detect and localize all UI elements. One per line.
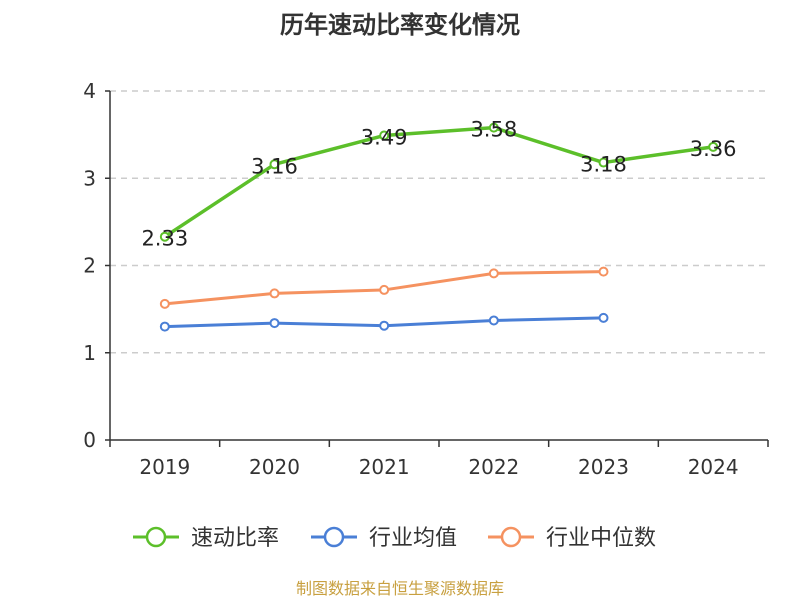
x-tick-label: 2021: [359, 455, 410, 479]
x-axis-ticks: 2019 2020 2021 2022 2023 2024: [139, 455, 738, 479]
x-tick-label: 2024: [688, 455, 739, 479]
data-labels: 2.33 3.16 3.49 3.58 3.18 3.36: [141, 118, 736, 251]
legend-swatch-marker: [500, 526, 522, 548]
x-tick-label: 2019: [139, 455, 190, 479]
axes: [105, 90, 769, 447]
legend-swatch-marker: [145, 526, 167, 548]
y-tick-label: 1: [83, 341, 96, 365]
chart-title: 历年速动比率变化情况: [280, 11, 520, 39]
y-tick-label: 2: [83, 254, 96, 278]
legend-item: 行业中位数: [488, 526, 656, 551]
series-0-point: [708, 141, 719, 152]
series-2-point: [488, 268, 499, 279]
series-1-point: [488, 315, 499, 326]
series-2-point: [269, 288, 280, 299]
series-2-point: [159, 298, 170, 309]
legend: 速动比率 行业均值 行业中位数: [133, 526, 656, 551]
legend-label: 行业中位数: [546, 526, 656, 551]
x-tick-label: 2023: [578, 455, 629, 479]
y-tick-label: 0: [83, 428, 96, 452]
series-0-line: [163, 125, 715, 239]
data-label: 3.36: [690, 137, 737, 161]
legend-label: 行业均值: [369, 526, 457, 551]
data-label: 3.16: [251, 154, 298, 178]
series-2-point: [598, 266, 609, 277]
data-label: 3.58: [470, 118, 517, 142]
series-0-point: [598, 157, 609, 168]
legend-label: 速动比率: [191, 526, 279, 551]
y-axis-ticks: 0 1 2 3 4: [83, 79, 96, 452]
series-1-point: [269, 318, 280, 329]
x-tick-label: 2020: [249, 455, 300, 479]
data-label: 3.18: [580, 153, 627, 177]
series-1-point: [598, 312, 609, 323]
series-0-point: [269, 159, 280, 170]
series-0-point: [159, 231, 170, 242]
data-label: 3.49: [361, 125, 408, 149]
data-label: 2.33: [141, 227, 188, 251]
series-0-point: [379, 130, 390, 141]
y-tick-label: 4: [83, 79, 96, 103]
legend-item: 行业均值: [311, 526, 457, 551]
source-note: 制图数据来自恒生聚源数据库: [296, 579, 504, 598]
series-1-point: [159, 321, 170, 332]
legend-swatch-marker: [323, 526, 345, 548]
series-2-point: [379, 284, 390, 295]
series-0-point: [488, 122, 499, 133]
x-tick-label: 2022: [468, 455, 519, 479]
legend-item: 速动比率: [133, 526, 279, 551]
y-tick-label: 3: [83, 166, 96, 190]
series-group: [159, 122, 719, 332]
series-1-point: [379, 320, 390, 331]
